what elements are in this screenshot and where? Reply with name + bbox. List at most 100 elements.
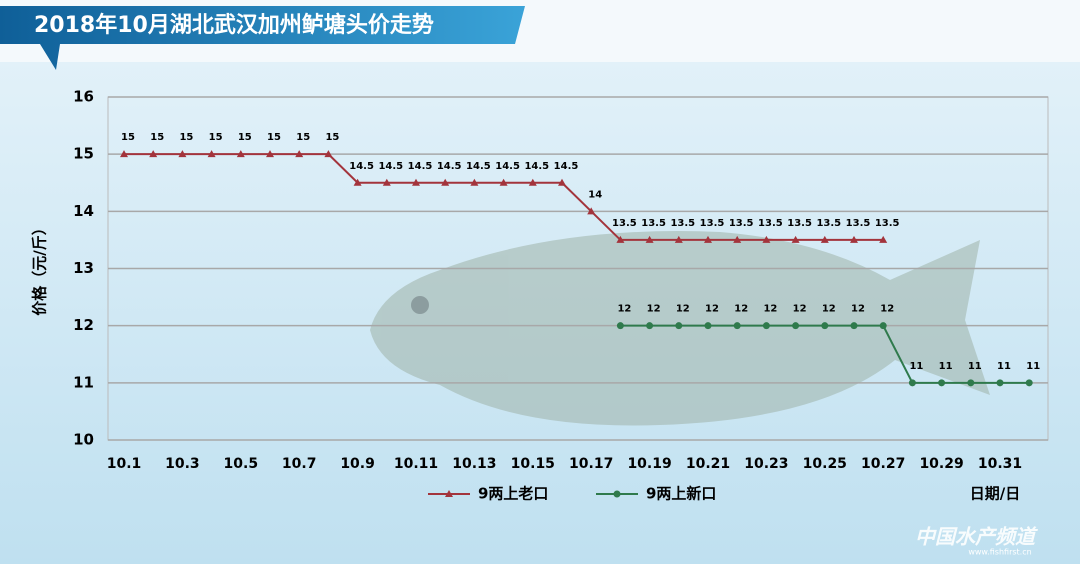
- point: [967, 379, 975, 387]
- data-label: 15: [238, 132, 252, 143]
- data-label: 14: [588, 189, 602, 200]
- point: [616, 235, 625, 243]
- data-label: 13.5: [787, 218, 812, 229]
- point: [470, 178, 479, 186]
- x-tick-label: 10.19: [627, 456, 671, 472]
- point: [1025, 379, 1033, 387]
- data-label: 13.5: [816, 218, 841, 229]
- watermark-url: www.fishfirst.cn: [968, 548, 1031, 557]
- point: [236, 150, 245, 158]
- x-axis-title: 日期/日: [970, 485, 1020, 503]
- data-label: 12: [647, 304, 661, 315]
- x-tick-label: 10.5: [224, 456, 259, 472]
- data-label: 14.5: [408, 161, 433, 172]
- legend-label: 9两上老口: [478, 485, 548, 503]
- data-label: 12: [763, 304, 777, 315]
- point: [791, 235, 800, 243]
- data-label: 11: [997, 361, 1011, 372]
- point: [646, 322, 654, 330]
- point: [733, 322, 741, 330]
- x-tick-label: 10.3: [165, 456, 200, 472]
- point: [820, 235, 829, 243]
- x-tick-label: 10.1: [107, 456, 142, 472]
- point: [938, 379, 946, 387]
- data-label: 14.5: [349, 161, 374, 172]
- point: [879, 235, 888, 243]
- data-label: 15: [296, 132, 310, 143]
- data-label: 12: [822, 304, 836, 315]
- data-label: 15: [121, 132, 135, 143]
- point: [558, 178, 566, 186]
- point: [850, 322, 858, 330]
- data-label: 13.5: [729, 218, 754, 229]
- data-label: 14.5: [378, 161, 403, 172]
- point: [821, 322, 829, 330]
- x-tick-label: 10.7: [282, 456, 317, 472]
- x-tick-label: 10.15: [511, 456, 555, 472]
- point: [149, 150, 158, 158]
- point: [996, 379, 1004, 387]
- y-tick-label: 14: [73, 202, 94, 220]
- point: [207, 150, 216, 158]
- data-label: 13.5: [875, 218, 900, 229]
- data-label: 14.5: [554, 161, 579, 172]
- point: [295, 150, 304, 158]
- point: [324, 150, 333, 158]
- point: [792, 322, 800, 330]
- data-label: 12: [676, 304, 690, 315]
- title-banner: [0, 6, 525, 70]
- y-axis-title: 价格（元/斤）: [31, 220, 49, 315]
- data-label: 12: [705, 304, 719, 315]
- point: [704, 235, 712, 243]
- point: [762, 235, 771, 243]
- point: [645, 235, 654, 243]
- data-label: 11: [968, 361, 982, 372]
- y-tick-label: 16: [73, 88, 94, 106]
- y-tick-label: 12: [73, 316, 94, 334]
- point: [178, 150, 187, 158]
- point: [674, 235, 683, 243]
- data-label: 12: [793, 304, 807, 315]
- data-label: 12: [734, 304, 748, 315]
- data-label: 15: [179, 132, 193, 143]
- y-tick-label: 13: [73, 259, 94, 277]
- point: [675, 322, 683, 330]
- y-tick-label: 11: [73, 373, 94, 391]
- point: [704, 322, 712, 330]
- point: [733, 235, 742, 243]
- x-tick-label: 10.25: [803, 456, 847, 472]
- x-tick-label: 10.11: [394, 456, 438, 472]
- data-label: 13.5: [670, 218, 695, 229]
- data-label: 13.5: [758, 218, 783, 229]
- legend-label: 9两上新口: [646, 485, 716, 503]
- point: [499, 178, 508, 186]
- data-label: 11: [1026, 361, 1040, 372]
- data-label: 12: [617, 304, 631, 315]
- point: [528, 178, 537, 186]
- data-label: 13.5: [641, 218, 666, 229]
- y-tick-label: 10: [73, 431, 94, 449]
- y-tick-label: 15: [73, 145, 94, 163]
- data-label: 15: [325, 132, 339, 143]
- x-tick-label: 10.23: [744, 456, 788, 472]
- legend-marker: [613, 490, 621, 498]
- x-tick-label: 10.29: [919, 456, 963, 472]
- point: [762, 322, 770, 330]
- data-label: 12: [851, 304, 865, 315]
- point: [616, 322, 624, 330]
- data-label: 14.5: [495, 161, 520, 172]
- data-label: 11: [909, 361, 923, 372]
- x-tick-label: 10.13: [452, 456, 496, 472]
- point: [879, 322, 887, 330]
- data-label: 13.5: [700, 218, 725, 229]
- data-label: 14.5: [466, 161, 491, 172]
- point: [412, 178, 420, 186]
- point: [441, 178, 450, 186]
- data-label: 11: [939, 361, 953, 372]
- data-label: 15: [209, 132, 223, 143]
- data-label: 15: [150, 132, 164, 143]
- x-tick-label: 10.17: [569, 456, 613, 472]
- point: [850, 235, 858, 243]
- data-label: 14.5: [524, 161, 549, 172]
